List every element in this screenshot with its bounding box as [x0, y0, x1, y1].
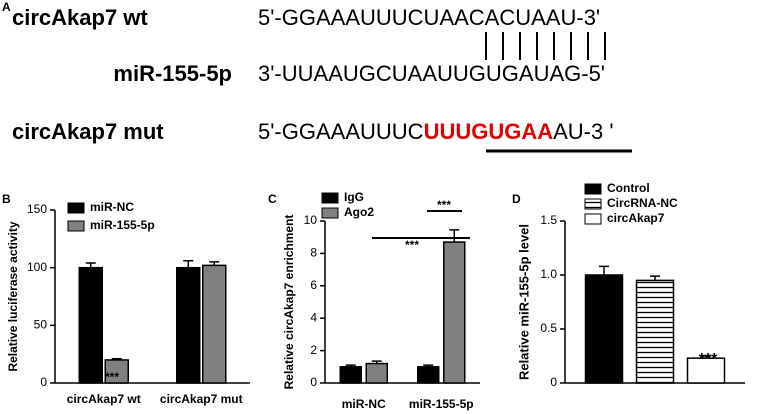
bar [365, 362, 388, 384]
legend-swatch [321, 207, 339, 219]
legend-label: IgG [344, 190, 364, 204]
error-bar [345, 364, 356, 367]
sequence-part: 5'-GGAAAUUUC [258, 119, 424, 144]
y-tick-label: 1.0 [540, 267, 557, 281]
y-axis-label: Relative miR-155-5p level [516, 224, 531, 380]
error-bar [650, 275, 660, 281]
error-bar [183, 259, 194, 268]
bar [202, 264, 227, 384]
error-bar [599, 265, 609, 275]
x-tick-label: miR-155-5p [409, 397, 474, 411]
error-bar [701, 355, 711, 359]
sequence-name: circAkap7 mut [12, 119, 164, 144]
bar [417, 366, 440, 384]
x-tick-label: circAkap7 mut [160, 392, 243, 406]
legend-label: CircRNA-NC [607, 196, 678, 210]
y-tick-label: 8 [310, 246, 317, 260]
y-tick-label: 4 [310, 310, 317, 324]
sequence-name: miR-155-5p [113, 61, 232, 86]
bar [443, 241, 466, 384]
error-bar [209, 261, 220, 266]
legend-label: miR-NC [90, 200, 134, 214]
legend-swatch [67, 202, 85, 214]
x-tick-label: miR-NC [342, 397, 386, 411]
error-bar [85, 262, 96, 268]
y-tick-label: 10 [304, 213, 318, 227]
sequence: 3'-UUAAUGCUAAUUGUGAUAG-5' [258, 61, 605, 86]
legend-label: Ago2 [344, 205, 374, 219]
mutated-sequence: UUUGUGAA [424, 119, 554, 144]
bar [686, 357, 726, 384]
bar [78, 266, 103, 384]
y-tick-label: 0.5 [540, 321, 557, 335]
panel-label: A [2, 0, 11, 14]
y-tick-label: 50 [34, 318, 48, 332]
significance: *** [437, 198, 451, 212]
bar [339, 366, 362, 384]
y-tick-label: 150 [27, 202, 47, 216]
legend-swatch [584, 198, 602, 210]
significance: *** [105, 370, 119, 384]
y-tick-label: 0 [40, 375, 47, 389]
legend-swatch [321, 192, 339, 204]
panel-label: C [268, 192, 277, 206]
error-bar [371, 360, 382, 364]
legend-label: miR-155-5p [90, 218, 155, 232]
y-tick-label: 0 [310, 375, 317, 389]
legend-swatch [67, 220, 85, 232]
y-tick-label: 1.5 [540, 213, 557, 227]
base-pairs [485, 32, 606, 60]
legend-swatch [584, 183, 602, 195]
sequence: 5'-GGAAAUUUCUUUGUGAAAU-3 ' [258, 119, 614, 144]
legend-label: circAkap7 [607, 211, 665, 225]
error-bar [111, 358, 122, 360]
sequence: 5'-GGAAAUUUCUAACACUAAU-3' [258, 5, 600, 30]
error-bar [449, 229, 460, 243]
legend-swatch [584, 213, 602, 225]
y-tick-label: 2 [310, 343, 317, 357]
significance: *** [699, 351, 718, 368]
sequence-part: AU-3 ' [553, 119, 613, 144]
bar [176, 266, 201, 384]
y-axis-label: Relative circAkap7 enrichment [282, 215, 296, 390]
significance: *** [405, 238, 419, 252]
panel-label: B [2, 192, 11, 206]
y-axis-label: Relative luciferase activity [6, 221, 20, 371]
bar [635, 279, 675, 384]
bar [584, 274, 624, 384]
error-bar [423, 364, 434, 367]
x-tick-label: circAkap7 wt [67, 392, 141, 406]
panel-label: D [512, 192, 521, 206]
y-tick-label: 0 [550, 375, 557, 389]
legend-label: Control [607, 181, 650, 195]
y-tick-label: 6 [310, 278, 317, 292]
sequence-name: circAkap7 wt [12, 5, 148, 30]
y-tick-label: 100 [27, 260, 47, 274]
